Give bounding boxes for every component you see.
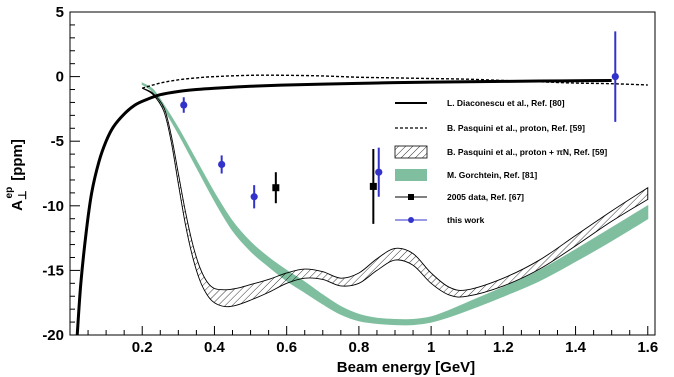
legend-label: 2005 data, Ref. [67]	[447, 192, 524, 202]
y-tick-label: 0	[56, 69, 64, 86]
legend-entry: M. Gorchtein, Ref. [81]	[395, 169, 537, 181]
x-axis-ticks: 0.2 0.4 0.6 0.8 1 1.2 1.4 1.6	[87, 326, 658, 356]
legend-swatch-filled	[395, 169, 427, 181]
data-point-this-work	[218, 155, 226, 174]
data-point-this-work-marker	[611, 73, 619, 81]
y-axis-label-sub: ⊥	[17, 190, 29, 200]
y-tick-label: -10	[42, 198, 64, 215]
legend-label: this work	[447, 215, 485, 225]
y-tick-label: -20	[42, 327, 64, 344]
y-axis-label-main: A	[9, 200, 26, 211]
x-tick-label: 0.6	[276, 339, 297, 356]
data-point-2005	[369, 148, 377, 224]
series-pasquini-piN-band	[141, 87, 649, 308]
x-tick-label: 0.8	[348, 339, 369, 356]
data-point-this-work-marker	[375, 168, 383, 176]
y-tick-label: 5	[56, 4, 64, 21]
y-axis-label: A⊥ep [ppm]	[4, 139, 29, 211]
data-point-this-work	[180, 97, 188, 113]
series-diaconescu-line	[75, 78, 612, 335]
series-layer	[75, 74, 649, 335]
legend-label: L. Diaconescu et al., Ref. [80]	[447, 98, 565, 108]
series-gorchtein-band	[141, 82, 649, 326]
legend: L. Diaconescu et al., Ref. [80] B. Pasqui…	[394, 98, 607, 225]
legend-entry: B. Pasquini et al., proton + πN, Ref. [5…	[394, 145, 607, 159]
legend-entry: this work	[395, 215, 485, 225]
x-axis-label: Beam energy [GeV]	[337, 359, 475, 376]
data-point-this-work-marker	[180, 101, 188, 109]
series-pasquini-proton-line	[142, 74, 648, 89]
x-tick-label: 1	[427, 339, 435, 356]
y-tick-label: -15	[42, 262, 64, 279]
legend-swatch-square	[408, 194, 414, 200]
x-tick-label: 0.2	[132, 339, 153, 356]
legend-entry: 2005 data, Ref. [67]	[395, 192, 524, 202]
y-axis-ticks: 5 0 -5 -10 -15 -20	[42, 4, 80, 344]
plot-frame	[69, 11, 656, 336]
data-point-2005-marker	[369, 182, 377, 190]
legend-label: M. Gorchtein, Ref. [81]	[447, 170, 537, 180]
x-tick-label: 0.4	[204, 339, 226, 356]
data-point-2005	[272, 172, 280, 204]
svg-text:A⊥ep[ppm]: A⊥ep [ppm]	[4, 139, 29, 211]
x-tick-label: 1.4	[565, 339, 587, 356]
x-tick-label: 1.2	[493, 339, 514, 356]
data-point-this-work	[250, 185, 258, 209]
data-point-this-work	[611, 31, 619, 122]
points-layer	[180, 31, 619, 224]
data-point-this-work	[375, 147, 383, 197]
legend-label: B. Pasquini et al., proton + πN, Ref. [5…	[447, 147, 607, 157]
y-axis-label-sup: ep	[4, 187, 15, 199]
data-point-this-work-marker	[250, 193, 258, 201]
data-point-2005-marker	[272, 184, 280, 192]
data-point-this-work-marker	[218, 160, 226, 169]
legend-swatch-circle	[408, 217, 414, 223]
legend-label: B. Pasquini et al., proton, Ref. [59]	[447, 123, 585, 133]
legend-entry: B. Pasquini et al., proton, Ref. [59]	[395, 123, 585, 133]
y-axis-label-unit: [ppm]	[9, 139, 26, 181]
legend-entry: L. Diaconescu et al., Ref. [80]	[395, 98, 565, 108]
x-tick-label: 1.6	[637, 339, 658, 356]
legend-swatch-hatched	[394, 145, 428, 159]
y-tick-label: -5	[51, 133, 64, 150]
